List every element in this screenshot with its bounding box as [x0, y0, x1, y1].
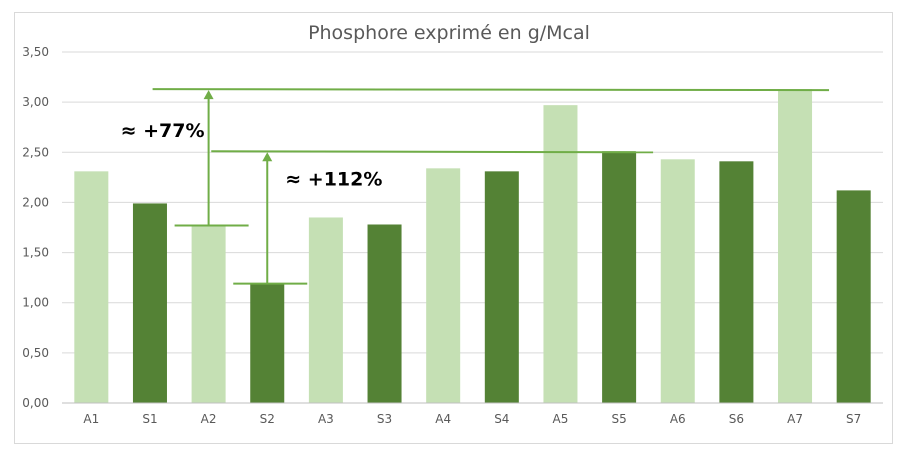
annotation-arrowhead	[203, 90, 214, 100]
chart-title: Phosphore exprimé en g/Mcal	[308, 22, 590, 44]
bar-A7	[778, 89, 813, 403]
y-tick-label: 2,00	[22, 195, 49, 209]
bar-A5	[543, 105, 578, 403]
bar-S3	[367, 224, 402, 403]
bar-S5	[602, 151, 637, 403]
x-tick-label: S1	[142, 412, 157, 426]
chart-frame: Phosphore exprimé en g/Mcal 0,00 0,50 1,00…	[14, 12, 893, 444]
x-tick-label: A4	[435, 412, 451, 426]
bar-A3	[308, 217, 343, 403]
x-tick-label: S6	[729, 412, 744, 426]
bar-S2	[250, 283, 285, 403]
bar-S1	[132, 203, 167, 403]
x-tick-label: S4	[494, 412, 509, 426]
y-tick-label: 2,50	[22, 145, 49, 159]
bar-A4	[426, 168, 461, 403]
annotation-target-line	[211, 150, 654, 154]
annotation-target-line	[152, 88, 830, 92]
y-tick-label: 1,50	[22, 246, 49, 260]
bar-S4	[484, 171, 519, 403]
x-tick-label: A3	[318, 412, 334, 426]
y-tick-label: 0,50	[22, 346, 49, 360]
axes: 0,00 0,50 1,00 1,50 2,00 2,50 3,00 3,50 A1 S1 A2 S2…	[22, 45, 883, 426]
x-tick-label: S2	[260, 412, 275, 426]
phosphore-bar-chart: Phosphore exprimé en g/Mcal 0,00 0,50 1,00…	[22, 22, 883, 426]
bar-S6	[719, 161, 754, 403]
gridlines	[62, 51, 883, 354]
x-tick-label: A5	[553, 412, 569, 426]
annotations: ≈ +77% ≈ +112%	[121, 88, 830, 285]
y-tick-label: 1,00	[22, 296, 49, 310]
bar-A2	[191, 225, 226, 403]
x-tick-label: S3	[377, 412, 392, 426]
x-tick-label: A1	[83, 412, 99, 426]
x-tick-label: S7	[846, 412, 861, 426]
x-tick-label: A7	[787, 412, 803, 426]
bars	[74, 89, 871, 403]
y-tick-label: 3,50	[22, 45, 49, 59]
y-tick-label: 3,00	[22, 95, 49, 109]
annotation-arrowhead	[262, 152, 273, 162]
bar-A6	[660, 159, 695, 403]
y-tick-label: 0,00	[22, 396, 49, 410]
x-tick-label: S5	[611, 412, 626, 426]
annotation-label: ≈ +77%	[121, 120, 205, 142]
bar-S7	[836, 190, 871, 403]
annotation-label: ≈ +112%	[285, 168, 382, 190]
x-tick-label: A6	[670, 412, 686, 426]
x-tick-label: A2	[201, 412, 217, 426]
bar-A1	[74, 171, 109, 403]
